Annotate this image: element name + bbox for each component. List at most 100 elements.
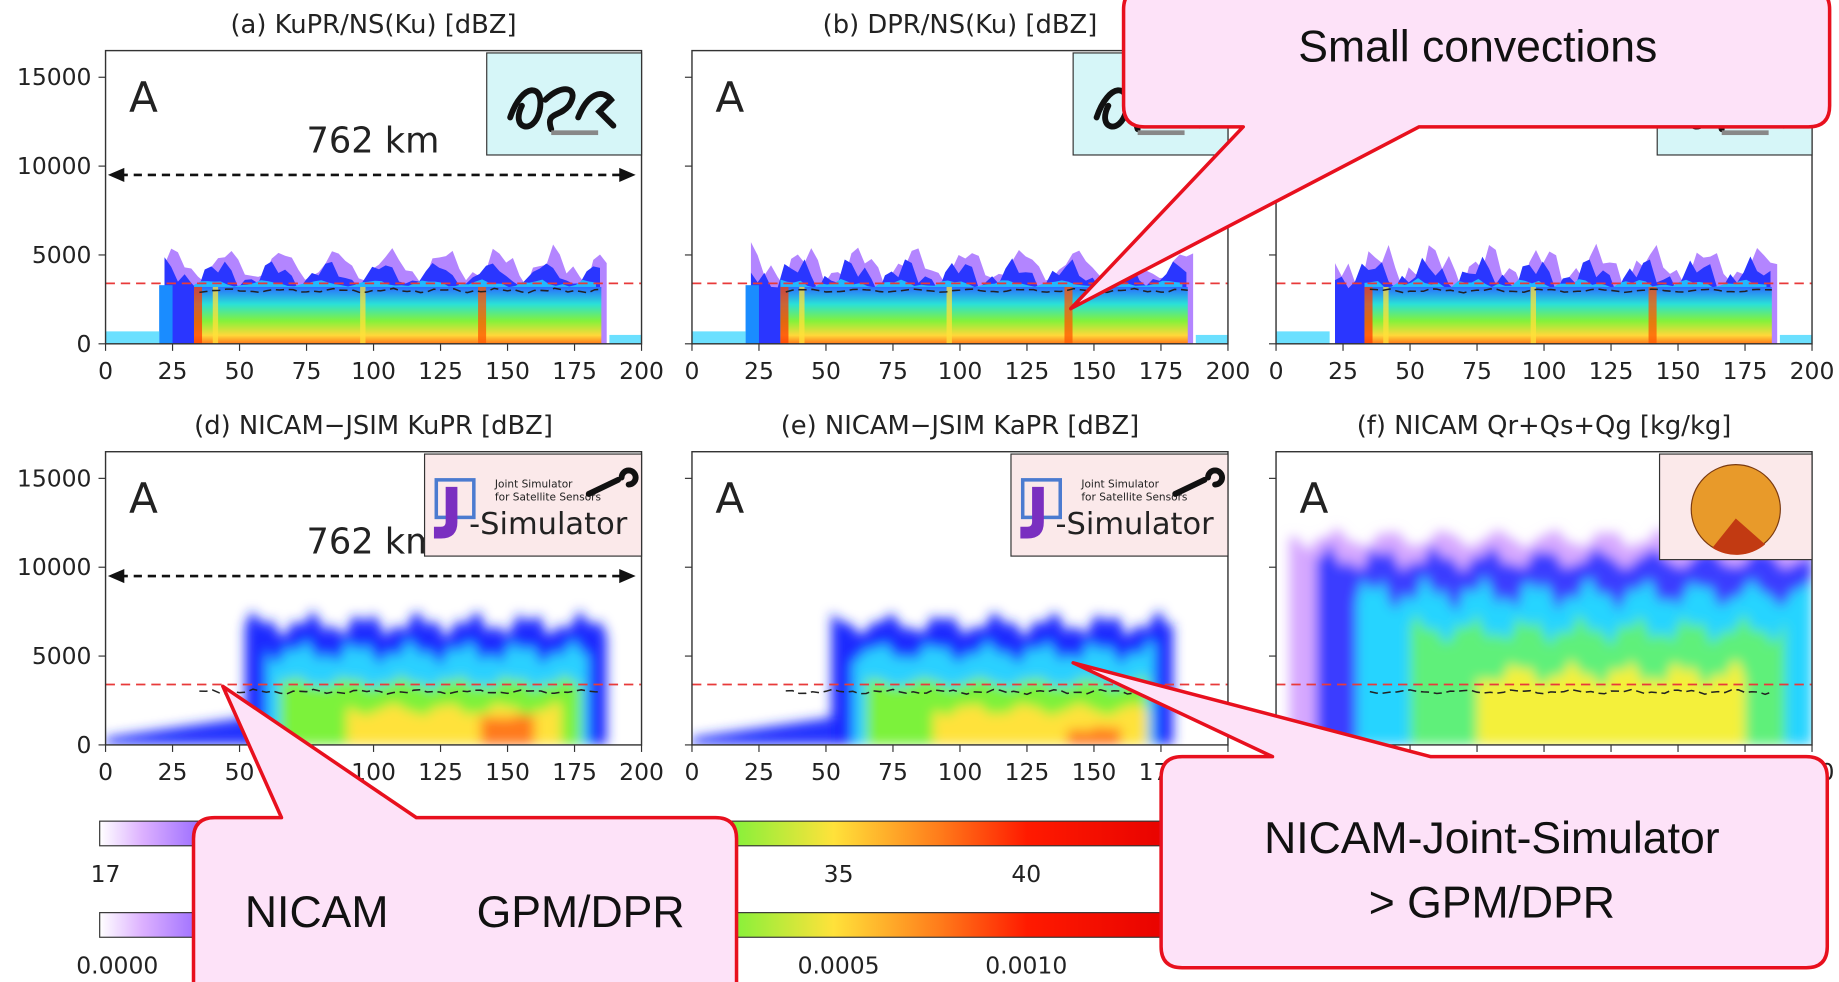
logo-caption [551,130,599,136]
y-tick-label: 0 [77,731,92,759]
y-tick-label: 10000 [17,152,92,180]
logo-text: -Simulator [1056,507,1215,542]
x-tick-label: 125 [1589,357,1634,385]
echo-streak [946,286,952,344]
logo-caption [1137,130,1185,136]
callout-bubble [191,684,739,982]
colorbar-label: 17 [91,860,121,888]
x-tick-label: 150 [1072,758,1117,786]
bright-band [199,688,602,695]
x-tick-label: 50 [225,758,255,786]
colorbar-label: 0.0010 [985,951,1067,979]
bright-band [785,287,1188,294]
heatmap [691,609,1228,745]
echo-streak [360,286,366,344]
logo-caption [1721,130,1769,136]
x-tick-label: 150 [485,758,530,786]
x-tick-label: 0 [1269,357,1284,385]
panel-label: A [715,73,744,122]
x-tick-label: 75 [292,357,322,385]
y-tick-label: 0 [77,330,92,358]
x-tick-label: 200 [619,758,664,786]
x-tick-label: 175 [1723,357,1768,385]
echo-streak [1383,286,1389,344]
callout: NICAM-Joint-Simulator > GPM/DPR [1071,661,1830,970]
callout-text: > GPM/DPR [1369,879,1615,928]
x-tick-label: 0 [685,357,700,385]
panel-title: (f) NICAM Qr+Qs+Qg [kg/kg] [1357,411,1732,441]
callout-text: GPM/DPR [477,888,685,937]
y-tick-label: 15000 [17,63,92,91]
echo-column [745,285,759,344]
colorbar-label: 0.0000 [76,951,158,979]
dpr-logo [486,52,643,156]
x-tick-label: 75 [878,357,908,385]
echo-core [780,286,1188,344]
panel-label: A [715,474,744,523]
colorbar-label: 35 [824,860,854,888]
field-area [1477,658,1746,745]
logo-text: for Satellite Sensors [1081,491,1187,503]
echo-ground [691,331,746,344]
x-tick-label: 175 [552,357,597,385]
x-tick-label: 200 [1790,357,1835,385]
x-tick-label: 150 [1656,357,1701,385]
panel: (a) KuPR/NS(Ku) [dBZ] 0 25 50 75 100 125 150 175… [17,10,664,385]
x-tick-label: 150 [1072,357,1117,385]
logo-j [433,486,458,539]
x-tick-label: 0 [98,357,113,385]
field-area [1067,726,1121,745]
x-tick-label: 50 [225,357,255,385]
callout-bubble [1071,661,1830,970]
heatmap [105,244,642,344]
x-tick-label: 125 [1005,758,1050,786]
x-tick-label: 50 [1395,357,1425,385]
logo-text: Joint Simulator [1080,479,1159,491]
panel: (d) NICAM−JSIM KuPR [dBZ]025507510012515… [17,411,664,786]
echo-streak [1364,286,1373,344]
callout-text: NICAM [245,888,389,937]
echo-streak [212,286,219,344]
x-tick-label: 50 [811,357,841,385]
logo-wrench [585,467,639,497]
distance-label: 762 km [306,522,439,563]
x-tick-label: 125 [418,758,463,786]
x-tick-label: 25 [744,357,774,385]
logo-box [486,52,643,156]
bright-band [785,688,1188,696]
arrow-head [107,167,125,182]
panel-label: A [129,474,158,523]
echo-ground [609,334,642,344]
echo-column [159,285,173,344]
heatmap [105,609,642,745]
logo-text: Joint Simulator [494,479,573,491]
field-area [691,716,840,745]
heatmap [1276,243,1813,344]
x-tick-label: 125 [418,357,463,385]
x-tick-label: 200 [619,357,664,385]
panel-title: (a) KuPR/NS(Ku) [dBZ] [230,10,516,40]
panel: (b) DPR/NS(Ku) [dBZ] 0 25 50 75 100 125 150 175 2… [685,10,1251,385]
logo-box [423,453,643,557]
logo-mark [507,86,617,133]
panel-title: (b) DPR/NS(Ku) [dBZ] [823,10,1098,40]
y-tick-label: 5000 [32,241,92,269]
plots: (a) KuPR/NS(Ku) [dBZ] 0 25 50 75 100 125 150 175… [17,10,1834,786]
y-tick-label: 5000 [32,642,92,670]
echo-streak [1064,286,1073,344]
y-tick-label: 15000 [17,464,92,492]
blurred-field [691,609,1174,745]
echo-streak [780,286,789,344]
colorbar-label: 40 [1011,860,1041,888]
echo-ground [105,331,160,344]
callout-text: NICAM-Joint-Simulator [1264,814,1720,863]
callout: Small convections [1069,0,1832,311]
echo-streak [193,286,203,344]
echo-ground [1779,334,1813,344]
echo-streak [1648,286,1657,344]
colorbar-label: 0.0005 [798,951,880,979]
blurred-field [1289,525,1813,745]
y-tick-label: 10000 [17,553,92,581]
